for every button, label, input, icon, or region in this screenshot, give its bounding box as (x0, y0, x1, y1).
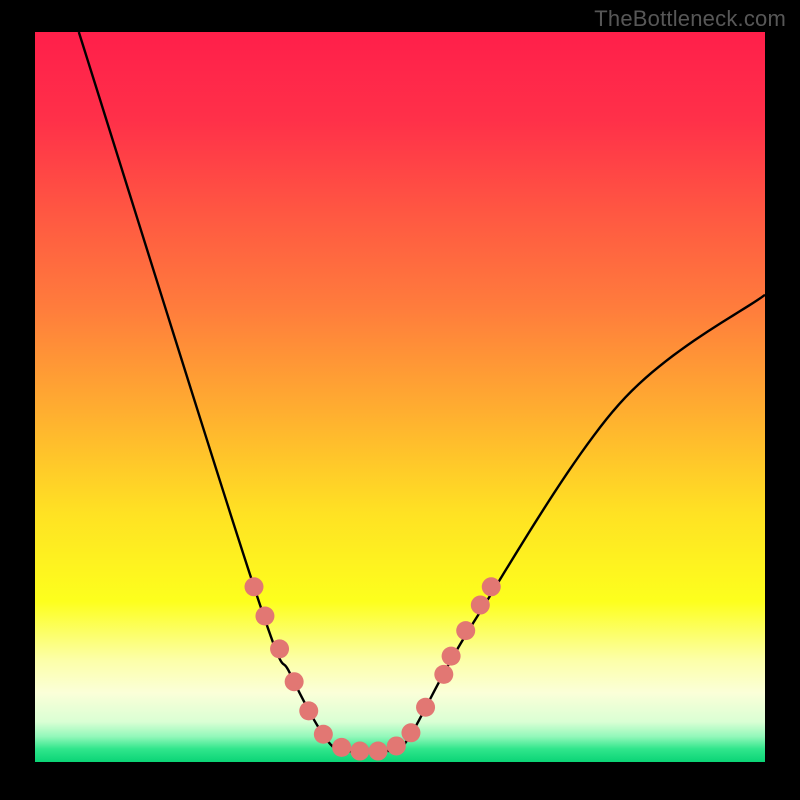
plot-background (35, 32, 765, 762)
chart-svg (0, 0, 800, 800)
marker-dot (369, 742, 388, 761)
marker-dot (245, 577, 264, 596)
marker-dot (471, 596, 490, 615)
chart-stage: TheBottleneck.com (0, 0, 800, 800)
marker-dot (387, 736, 406, 755)
marker-dot (434, 665, 453, 684)
marker-dot (285, 672, 304, 691)
marker-dot (255, 607, 274, 626)
marker-dot (332, 738, 351, 757)
marker-dot (401, 723, 420, 742)
watermark-text: TheBottleneck.com (594, 6, 786, 32)
marker-dot (314, 725, 333, 744)
marker-dot (350, 742, 369, 761)
marker-dot (482, 577, 501, 596)
marker-dot (416, 698, 435, 717)
marker-dot (442, 647, 461, 666)
marker-dot (270, 639, 289, 658)
marker-dot (456, 621, 475, 640)
marker-dot (299, 701, 318, 720)
